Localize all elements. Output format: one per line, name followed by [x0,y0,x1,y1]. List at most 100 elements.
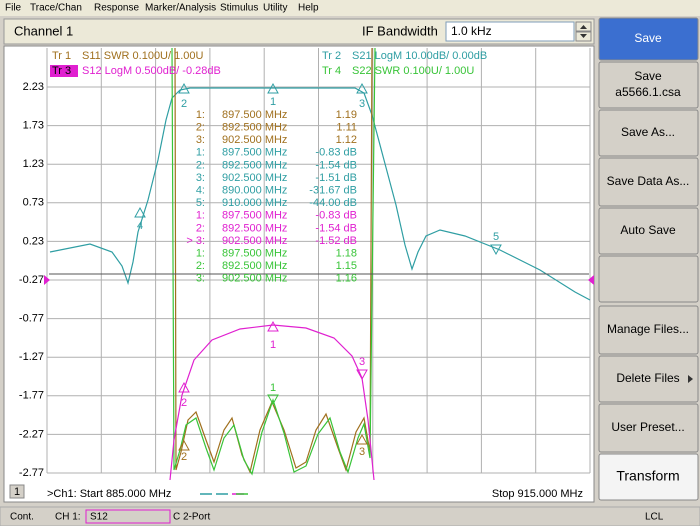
marker-id: 1: [196,147,205,159]
marker-label: 2 [181,98,187,110]
if-bandwidth-input[interactable] [445,21,575,42]
marker-value: 1.15 [336,260,357,272]
softkey[interactable] [598,453,699,501]
status-mode: Cont. [10,512,34,523]
trace-id[interactable]: Tr 4 [322,65,341,77]
start-frequency: >Ch1: Start 885.000 MHz [47,488,171,500]
marker-id: 1: [196,109,205,121]
active-trace-highlight [50,65,78,77]
softkey-label: Auto Save [620,223,676,237]
menu-item[interactable]: Utility [263,3,287,14]
status-ref: LCL [645,512,664,523]
softkey[interactable] [598,403,699,453]
marker-triangle [356,369,368,381]
spin-arrows [580,25,587,38]
marker-frequency: 892.500 MHz [222,260,287,272]
status-channel: CH 1: [55,512,81,523]
marker-triangle [178,381,190,393]
y-axis-label: -2.27 [19,428,44,440]
menu-item[interactable]: Help [298,3,319,14]
marker-value: 1.11 [336,122,357,134]
marker-triangle [267,394,279,406]
marker-value: -0.83 dB [315,210,357,222]
marker-label: 3 [359,446,365,458]
marker-id: > 3: [186,235,205,247]
trace-description[interactable]: S12 LogM 0.500dB/ -0.28dB [82,65,221,77]
marker-id: 3: [196,134,205,146]
menu-item[interactable]: Trace/Chan [30,3,82,14]
trace-s11 [174,47,373,474]
trace-id[interactable]: Tr 3 [52,65,71,77]
marker-value: -1.54 dB [315,159,357,171]
submenu-arrow [688,375,693,383]
softkey[interactable] [598,61,699,109]
marker-label: 4 [137,220,143,232]
marker-value: 1.12 [336,134,357,146]
marker-value: -1.52 dB [315,235,357,247]
softkey-label: Save [634,31,662,45]
softkey-label: Save Data As... [607,174,690,188]
marker-id: 2: [196,122,205,134]
menu-bar [0,0,700,16]
marker-triangle [178,82,190,94]
marker-label: 3 [359,356,365,368]
y-axis-label: -0.77 [19,313,44,325]
marker-frequency: 897.500 MHz [222,109,287,121]
window-number-box [9,484,25,499]
y-axis-label: -2.77 [19,467,44,479]
menu-item[interactable]: File [5,3,22,14]
softkey[interactable] [598,305,699,355]
trace-description[interactable]: S22 SWR 0.100U/ 1.00U [352,65,474,77]
marker-frequency: 902.500 MHz [222,172,287,184]
marker-frequency: 902.500 MHz [222,273,287,285]
y-axis-label: -1.77 [19,390,44,402]
marker-frequency: 897.500 MHz [222,147,287,159]
softkey[interactable] [598,255,699,303]
softkey-label: User Preset... [611,420,684,434]
status-param-box [85,509,171,524]
marker-id: 4: [196,185,205,197]
menu-item[interactable]: Response [94,3,139,14]
if-bandwidth-label: IF Bandwidth [362,23,438,38]
marker-value: 1.18 [336,248,357,260]
softkey[interactable] [598,17,699,61]
marker-label: 5 [493,231,499,243]
status-cal: C 2-Port [173,512,210,523]
y-axis-label: 0.73 [23,197,44,209]
marker-value: -0.83 dB [315,147,357,159]
marker-id: 1: [196,210,205,222]
marker-id: 3: [196,172,205,184]
trace-description[interactable]: S21 LogM 10.00dB/ 0.00dB [352,50,487,62]
trace-id[interactable]: Tr 2 [322,50,341,62]
channel-title: Channel 1 [14,23,73,38]
y-axis-label: 0.23 [23,235,44,247]
softkey[interactable] [598,157,699,207]
marker-triangle [267,320,279,332]
marker-frequency: 890.000 MHz [222,185,287,197]
marker-id: 2: [196,222,205,234]
status-bar [0,506,700,526]
softkey[interactable] [598,355,699,403]
y-axis-label: -0.27 [19,274,44,286]
marker-label: 3 [359,98,365,110]
marker-value: 1.16 [336,273,357,285]
marker-label: 1 [270,382,276,394]
marker-id: 2: [196,159,205,171]
marker-frequency: 892.500 MHz [222,122,287,134]
menu-item[interactable]: Stimulus [220,3,258,14]
trace-id[interactable]: Tr 1 [52,50,71,62]
softkey[interactable] [598,207,699,255]
trace-s22 [171,47,376,476]
marker-id: 3: [196,273,205,285]
softkey-sublabel: a5566.1.csa [615,85,681,99]
marker-frequency: 897.500 MHz [222,248,287,260]
trace-description[interactable]: S11 SWR 0.100U/ 1.00U [82,50,204,62]
trace-s21 [49,87,591,301]
marker-frequency: 897.500 MHz [222,210,287,222]
menu-item[interactable]: Marker/Analysis [145,3,216,14]
softkey[interactable] [598,109,699,157]
marker-id: 2: [196,260,205,272]
marker-label: 1 [270,96,276,108]
y-axis-label: -1.27 [19,351,44,363]
